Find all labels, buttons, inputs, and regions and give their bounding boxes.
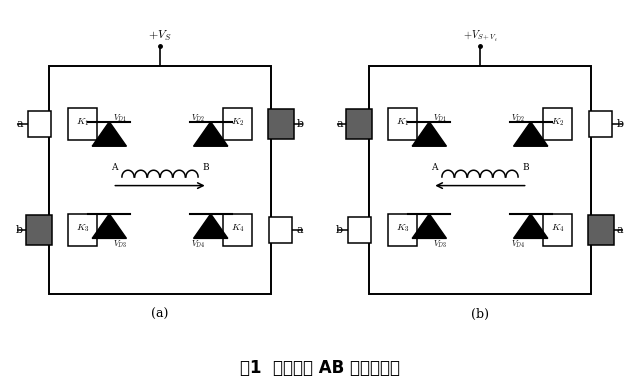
Text: $V_{D1}$: $V_{D1}$ (113, 113, 127, 124)
Text: A: A (431, 163, 438, 172)
Text: $K_2$: $K_2$ (551, 117, 564, 128)
Text: $K_3$: $K_3$ (76, 223, 89, 234)
Text: $K_2$: $K_2$ (231, 117, 244, 128)
Bar (223, 108, 252, 140)
Bar (346, 109, 372, 138)
Text: b: b (617, 119, 624, 129)
Polygon shape (92, 214, 127, 238)
Text: a: a (297, 225, 303, 235)
Bar (26, 216, 52, 245)
Bar (269, 217, 292, 243)
Polygon shape (193, 214, 228, 238)
Bar (223, 214, 252, 246)
Text: b: b (16, 225, 23, 235)
Polygon shape (412, 122, 447, 146)
Text: $V_{D4}$: $V_{D4}$ (191, 239, 205, 250)
Bar (589, 111, 612, 137)
Bar (269, 111, 292, 137)
Bar (369, 67, 591, 294)
Bar (589, 217, 612, 243)
Text: B: B (522, 163, 529, 172)
Bar (388, 214, 417, 246)
Bar (68, 108, 97, 140)
Polygon shape (92, 122, 127, 146)
Bar (28, 111, 51, 137)
Text: a: a (17, 119, 23, 129)
Text: B: B (202, 163, 209, 172)
Text: $V_{D2}$: $V_{D2}$ (191, 113, 205, 124)
Polygon shape (193, 122, 228, 146)
Polygon shape (513, 122, 548, 146)
Text: (a): (a) (151, 308, 169, 321)
Text: a: a (337, 119, 343, 129)
Text: $V_{D3}$: $V_{D3}$ (433, 239, 447, 250)
Text: $K_4$: $K_4$ (551, 223, 564, 234)
Text: $V_{D3}$: $V_{D3}$ (113, 239, 127, 250)
Text: a: a (617, 225, 623, 235)
Bar (388, 108, 417, 140)
Text: 图1  电机绕组 AB 的电流方向: 图1 电机绕组 AB 的电流方向 (240, 359, 400, 377)
Text: b: b (297, 119, 304, 129)
Bar (348, 217, 371, 243)
Polygon shape (412, 214, 447, 238)
Bar (49, 67, 271, 294)
Text: $K_4$: $K_4$ (231, 223, 244, 234)
Bar (543, 214, 572, 246)
Bar (28, 217, 51, 243)
Text: $V_{D4}$: $V_{D4}$ (511, 239, 525, 250)
Text: (b): (b) (471, 308, 489, 321)
Text: $K_3$: $K_3$ (396, 223, 409, 234)
Text: $K_1$: $K_1$ (396, 117, 409, 128)
Text: $+V_S$: $+V_S$ (148, 29, 172, 43)
Text: $V_{D2}$: $V_{D2}$ (511, 113, 525, 124)
Polygon shape (513, 214, 548, 238)
Text: $K_1$: $K_1$ (76, 117, 89, 128)
Bar (268, 109, 294, 138)
Text: A: A (111, 163, 118, 172)
Bar (543, 108, 572, 140)
Bar (68, 214, 97, 246)
Bar (348, 111, 371, 137)
Text: $V_{D1}$: $V_{D1}$ (433, 113, 447, 124)
Text: b: b (336, 225, 343, 235)
Bar (588, 216, 614, 245)
Text: $+V_{S+V_t}$: $+V_{S+V_t}$ (463, 28, 497, 43)
